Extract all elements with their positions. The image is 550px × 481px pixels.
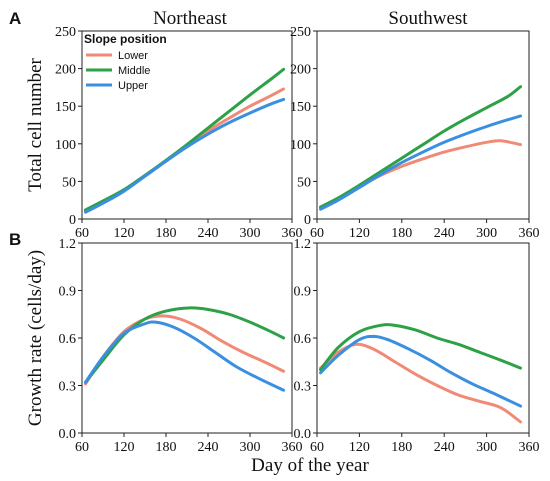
series-line-upper-northeast-total [84,97,286,214]
series-line-middle-northeast-growth [84,306,286,384]
y-tick-label: 100 [290,138,311,153]
series-line-upper-southwest-total [319,114,523,211]
panel-southwest-growth: 60 120 180 240 300 360 0.0 0.3 0.6 0.9 1.2 [294,237,540,455]
legend-label-middle: Middle [118,65,150,77]
legend: Slope position Lower Middle Upper [84,32,167,92]
y-tick-label: 100 [55,138,76,153]
x-tick-label: 120 [114,440,135,455]
y-tick-label: 0 [69,213,76,228]
y-tick-label: 0.9 [294,285,312,300]
x-axis-label: Day of the year [251,455,369,476]
y-tick-label: 250 [55,25,76,40]
x-tick-label: 360 [282,226,303,241]
x-tick-label: 120 [349,440,370,455]
panel-label-b: B [9,230,21,249]
y-tick-label: 150 [290,100,311,115]
legend-label-lower: Lower [118,50,148,62]
panel-title-southwest: Southwest [388,8,468,29]
x-tick-label: 240 [198,440,219,455]
series-line-upper-northeast-growth [84,320,286,392]
panel-label-a: A [9,9,21,28]
x-tick-label: 180 [391,226,412,241]
x-tick-label: 240 [434,226,455,241]
x-tick-label: 180 [156,226,177,241]
x-tick-label: 300 [240,440,261,455]
series-line-middle-southwest-total [319,85,523,209]
legend-title: Slope position [84,32,167,46]
y-tick-label: 50 [297,175,311,190]
y-tick-label: 50 [62,175,76,190]
x-tick-label: 60 [310,226,324,241]
plot-frame-southwest-total [316,30,530,220]
y-tick-label: 0.9 [59,285,77,300]
plot-frame-northeast-total [81,30,293,220]
y-tick-label: 1.2 [59,237,77,252]
series-line-middle-northeast-total [84,67,286,212]
x-tick-label: 300 [476,440,497,455]
y-tick-label: 150 [55,100,76,115]
y-axis-label-growth: Growth rate (cells/day) [25,250,46,426]
y-tick-label: 0.6 [294,332,312,347]
panel-title-northeast: Northeast [153,8,228,29]
y-tick-label: 0.6 [59,332,77,347]
series-line-middle-southwest-growth [319,323,523,372]
x-tick-label: 60 [310,440,324,455]
x-tick-label: 360 [519,226,540,241]
y-axis-label-total: Total cell number [25,57,46,191]
x-tick-label: 60 [75,440,89,455]
y-tick-label: 200 [55,63,76,78]
x-tick-label: 180 [156,440,177,455]
legend-label-upper: Upper [118,80,148,92]
x-tick-label: 300 [240,226,261,241]
x-tick-label: 300 [476,226,497,241]
series-line-upper-southwest-growth [319,334,523,408]
x-tick-label: 60 [75,226,89,241]
x-tick-label: 360 [519,440,540,455]
y-tick-label: 250 [290,25,311,40]
y-tick-label: 0 [304,213,311,228]
series-line-lower-southwest-total [319,139,523,210]
plot-frame-northeast-growth [81,242,293,434]
panel-northeast-total: 60 120 180 240 300 360 0 50 100 150 200 250 [55,25,303,241]
series-line-lower-northeast-growth [84,314,286,386]
y-tick-label: 0.3 [59,380,77,395]
x-tick-label: 360 [282,440,303,455]
y-tick-label: 0.0 [59,427,77,442]
y-tick-label: 200 [290,63,311,78]
y-tick-label: 0.3 [294,380,312,395]
x-tick-label: 240 [198,226,219,241]
panel-southwest-total: 60 120 180 240 300 360 0 50 100 150 200 250 [290,25,540,241]
x-tick-label: 240 [434,440,455,455]
panel-northeast-growth: 60 120 180 240 300 360 0.0 0.3 0.6 0.9 1.2 [59,237,303,455]
x-tick-label: 120 [349,226,370,241]
y-tick-label: 1.2 [294,237,312,252]
y-tick-label: 0.0 [294,427,312,442]
x-tick-label: 120 [114,226,135,241]
x-tick-label: 180 [391,440,412,455]
